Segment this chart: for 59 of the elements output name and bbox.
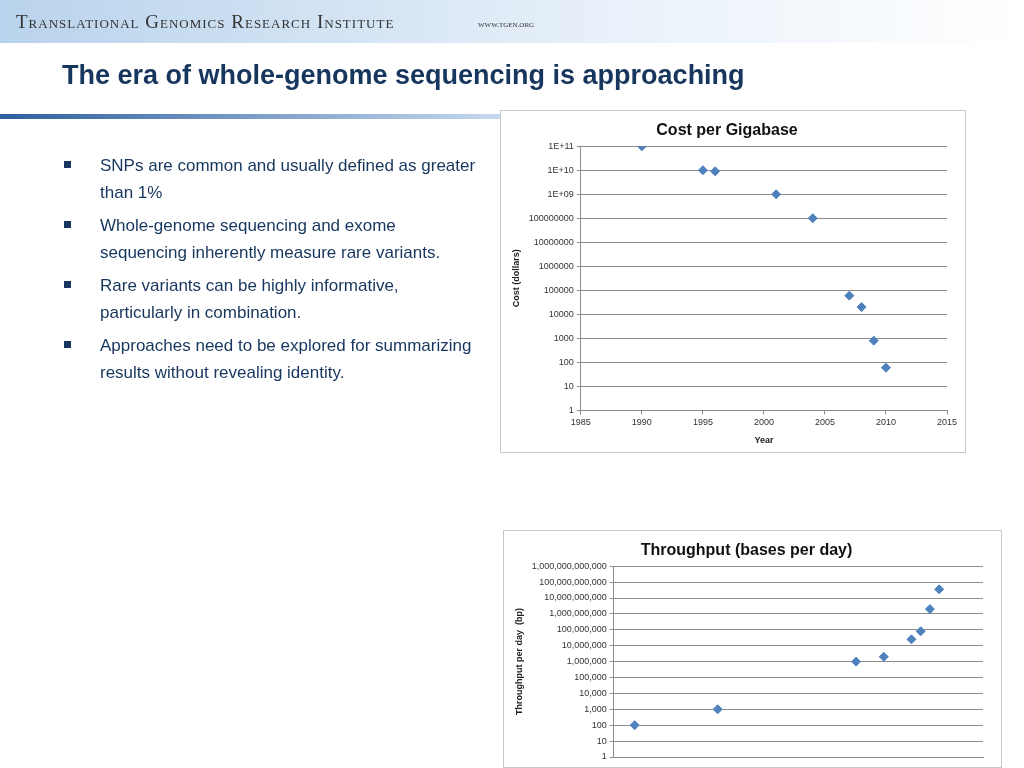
- point: [807, 213, 818, 224]
- x-tick-label: 2015: [936, 417, 958, 428]
- point: [878, 651, 889, 662]
- y-tick-label: 100,000,000,000: [539, 576, 607, 587]
- x-tick-label: 1990: [631, 417, 652, 428]
- point: [697, 165, 708, 176]
- text: Approaches need to be explored for summarizing results without revealing identity.: [100, 335, 473, 384]
- y-tick-label: 1E+10: [547, 164, 574, 175]
- point: [710, 166, 721, 177]
- y-tick-label: 1: [601, 751, 607, 762]
- y-tick-label: 10000: [548, 308, 574, 319]
- point: [906, 634, 917, 645]
- y-tick-label: 100: [591, 719, 607, 730]
- x-tick-label: 1985: [570, 417, 591, 428]
- point: [712, 704, 723, 715]
- x-tick-label: 1995: [692, 417, 713, 428]
- chart-title: Throughput (bases per day): [640, 541, 853, 559]
- text: The era of whole-genome sequencing is approaching: [62, 60, 745, 91]
- y-tick-label: 1,000,000: [566, 656, 607, 667]
- y-axis-title: Cost (dollars): [510, 249, 521, 308]
- point: [915, 626, 926, 637]
- x-axis-title: Year: [754, 435, 774, 446]
- y-tick-label: 100000: [543, 284, 574, 295]
- y-tick-label: 10,000,000,000: [544, 592, 607, 603]
- y-tick-label: 1,000,000,000,000: [531, 560, 607, 571]
- point: [924, 604, 935, 615]
- x-tick-label: 2010: [875, 417, 896, 428]
- point: [844, 290, 855, 301]
- y-tick-label: 100,000: [574, 671, 607, 682]
- point: [771, 189, 782, 200]
- point: [629, 720, 640, 731]
- point: [856, 302, 867, 313]
- y-tick-label: 10,000: [579, 687, 607, 698]
- point: [868, 335, 879, 346]
- y-tick-label: 1E+11: [548, 140, 574, 151]
- chart-title: Cost per Gigabase: [656, 121, 798, 139]
- y-tick-label: 10: [563, 380, 574, 391]
- point: [934, 584, 945, 595]
- x-tick-label: 2000: [753, 417, 774, 428]
- y-tick-label: 100,000,000: [556, 624, 607, 635]
- x-tick-label: 2005: [814, 417, 835, 428]
- y-axis-title: Throughput per day (bp): [513, 608, 524, 716]
- y-tick-label: 100: [558, 356, 574, 367]
- y-tick-label: 1000000: [538, 260, 574, 271]
- y-tick-label: 1,000,000,000: [549, 608, 607, 619]
- text: Translational Genomics Research Institute: [16, 11, 395, 33]
- y-tick-label: 10: [596, 735, 607, 746]
- y-tick-label: 1000: [553, 332, 574, 343]
- y-tick-label: 10000000: [533, 236, 574, 247]
- y-tick-label: 1,000: [584, 703, 607, 714]
- y-tick-label: 1E+09: [547, 188, 574, 199]
- y-tick-label: 1: [568, 404, 574, 415]
- text: SNPs are common and usually defined as greater than 1%: [100, 155, 477, 204]
- text: Whole-genome sequencing and exome sequencing inherently measure rare variants.: [100, 215, 442, 264]
- y-tick-label: 100000000: [528, 212, 574, 223]
- point: [880, 362, 891, 373]
- point: [851, 656, 862, 667]
- text: Rare variants can be highly informative, particularly in combination.: [100, 275, 400, 324]
- y-tick-label: 10,000,000: [561, 640, 607, 651]
